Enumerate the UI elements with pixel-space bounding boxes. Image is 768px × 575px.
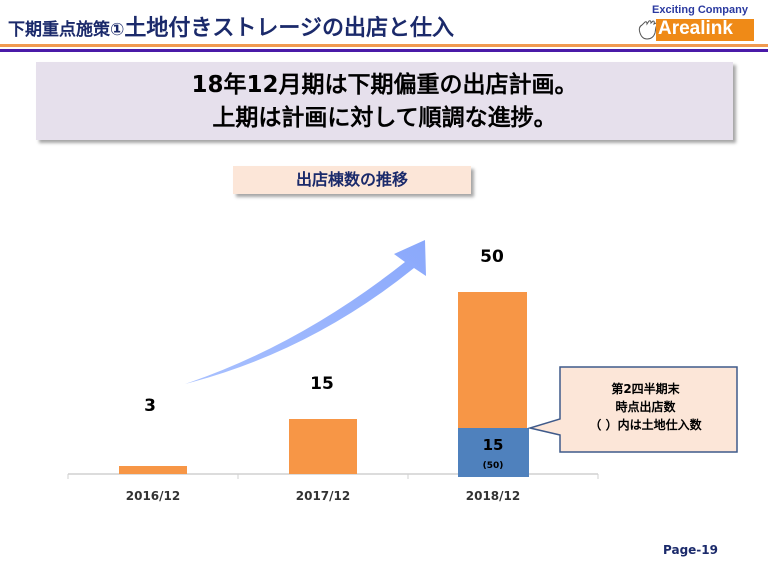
callout-line-2: 時点出店数 — [615, 400, 676, 414]
header-rule-orange — [0, 44, 768, 47]
q2-value-label: 15 — [483, 436, 504, 454]
arealink-logo: Arealink — [636, 18, 754, 41]
headline-line-1: 18年12月期は下期偏重の出店計画。 — [191, 72, 578, 98]
value-label-2017: 15 — [310, 374, 334, 394]
callout-line-3: （ ）内は土地仕入数 — [589, 418, 702, 432]
title-prefix: 下期重点施策① — [8, 20, 125, 40]
value-label-2016: 3 — [144, 396, 156, 416]
callout-box — [527, 366, 738, 453]
value-label-2018: 50 — [480, 247, 504, 267]
page-title: 下期重点施策①土地付きストレージの出店と仕入 — [8, 10, 454, 42]
bar-2016 — [119, 466, 187, 474]
headline-banner: 18年12月期は下期偏重の出店計画。 上期は計画に対して順調な進捗。 — [36, 62, 733, 140]
headline-line-2: 上期は計画に対して順調な進捗。 — [212, 105, 557, 131]
header-rule-purple — [0, 49, 768, 52]
page-number: Page-19 — [663, 543, 718, 557]
callout-line-1: 第2四半期末 — [611, 382, 680, 396]
logo-text: Arealink — [658, 18, 733, 39]
bar-2017 — [289, 419, 357, 474]
chart-title: 出店棟数の推移 — [233, 166, 471, 194]
category-2016: 2016/12 — [126, 489, 180, 503]
title-main: 土地付きストレージの出店と仕入 — [124, 16, 454, 41]
callout-text: 第2四半期末 時点出店数 （ ）内は土地仕入数 — [568, 380, 723, 434]
q2-land-label: (50) — [483, 461, 504, 471]
bar-2018-q2 — [458, 428, 529, 477]
company-tagline: Exciting Company — [652, 4, 748, 16]
category-2017: 2017/12 — [296, 489, 350, 503]
category-2018: 2018/12 — [466, 489, 520, 503]
trend-arrow-icon — [185, 240, 426, 384]
hand-icon — [638, 20, 658, 40]
